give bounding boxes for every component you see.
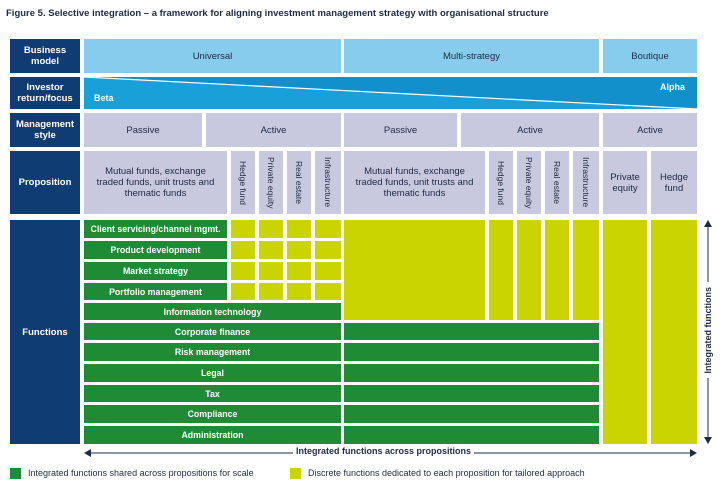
proposition-real-estate: Real estate xyxy=(287,151,311,214)
function-product-development: Product development xyxy=(84,241,227,259)
function-market-strategy: Market strategy xyxy=(84,262,227,280)
discrete-cell xyxy=(259,220,283,238)
function-administration: Administration xyxy=(84,426,341,444)
alpha-label: Alpha xyxy=(660,82,686,92)
beta-label: Beta xyxy=(94,93,114,103)
proposition-infrastructure-2: Infrastructure xyxy=(573,151,599,214)
row-header-functions: Functions xyxy=(10,220,80,444)
integrated-row-multi xyxy=(344,385,599,402)
function-corporate-finance: Corporate finance xyxy=(84,323,341,340)
discrete-cell xyxy=(287,241,311,259)
legend-lime-swatch xyxy=(290,468,301,479)
function-information-technology: Information technology xyxy=(84,303,341,320)
proposition-mutual-funds: Mutual funds, exchange traded funds, uni… xyxy=(84,151,227,214)
business-model-universal: Universal xyxy=(84,39,341,73)
integrated-row-multi xyxy=(344,343,599,361)
discrete-cell xyxy=(287,283,311,300)
proposition-infrastructure: Infrastructure xyxy=(315,151,341,214)
discrete-cell xyxy=(315,220,341,238)
discrete-cell xyxy=(231,283,255,300)
proposition-private-equity-2: Private equity xyxy=(517,151,541,214)
management-style-passive: Passive xyxy=(84,113,202,147)
proposition-private-equity-boutique: Private equity xyxy=(603,151,647,214)
row-header-management-style: Management style xyxy=(10,113,80,147)
discrete-cell xyxy=(259,283,283,300)
legend-lime-text: Discrete functions dedicated to each pro… xyxy=(308,468,585,478)
business-model-multi-strategy: Multi-strategy xyxy=(344,39,599,73)
discrete-cell xyxy=(315,262,341,280)
discrete-block xyxy=(517,220,541,320)
investor-focus-wedges xyxy=(84,77,697,109)
function-risk-management: Risk management xyxy=(84,343,341,361)
legend-green-text: Integrated functions shared across propo… xyxy=(28,468,254,478)
function-tax: Tax xyxy=(84,385,341,402)
side-arrow-label: Integrated functions xyxy=(703,286,713,374)
discrete-block-hedge-fund xyxy=(651,220,697,444)
integrated-row-multi xyxy=(344,405,599,423)
integrated-row-multi xyxy=(344,364,599,382)
discrete-cell xyxy=(231,220,255,238)
management-style-passive-2: Passive xyxy=(344,113,457,147)
discrete-block-private-equity xyxy=(603,220,647,444)
function-compliance: Compliance xyxy=(84,405,341,423)
management-style-active: Active xyxy=(206,113,341,147)
discrete-block-multi-strategy xyxy=(344,220,485,320)
function-client-servicing: Client servicing/channel mgmt. xyxy=(84,220,227,238)
discrete-cell xyxy=(287,220,311,238)
discrete-block xyxy=(489,220,513,320)
figure-title: Figure 5. Selective integration – a fram… xyxy=(6,8,549,19)
proposition-hedge-fund-boutique: Hedge fund xyxy=(651,151,697,214)
discrete-cell xyxy=(287,262,311,280)
integrated-row-multi xyxy=(344,323,599,340)
discrete-block xyxy=(573,220,599,320)
discrete-cell xyxy=(315,283,341,300)
row-header-proposition: Proposition xyxy=(10,151,80,214)
management-style-active-3: Active xyxy=(603,113,697,147)
bottom-arrow-label: Integrated functions across propositions xyxy=(293,446,475,456)
row-header-investor-return: Investor return/focus xyxy=(10,77,80,109)
discrete-cell xyxy=(259,262,283,280)
discrete-cell xyxy=(231,241,255,259)
business-model-boutique: Boutique xyxy=(603,39,697,73)
proposition-hedge-fund: Hedge fund xyxy=(231,151,255,214)
row-header-business-model: Business model xyxy=(10,39,80,73)
discrete-block xyxy=(545,220,569,320)
integrated-row-multi xyxy=(344,426,599,444)
proposition-hedge-fund-2: Hedge fund xyxy=(489,151,513,214)
side-arrow-label-box: Integrated functions xyxy=(701,282,715,378)
discrete-cell xyxy=(231,262,255,280)
discrete-cell xyxy=(315,241,341,259)
discrete-cell xyxy=(259,241,283,259)
function-portfolio-management: Portfolio management xyxy=(84,283,227,300)
management-style-active-2: Active xyxy=(461,113,599,147)
function-legal: Legal xyxy=(84,364,341,382)
proposition-real-estate-2: Real estate xyxy=(545,151,569,214)
proposition-mutual-funds-2: Mutual funds, exchange traded funds, uni… xyxy=(344,151,485,214)
legend-green-swatch xyxy=(10,468,21,479)
proposition-private-equity: Private equity xyxy=(259,151,283,214)
